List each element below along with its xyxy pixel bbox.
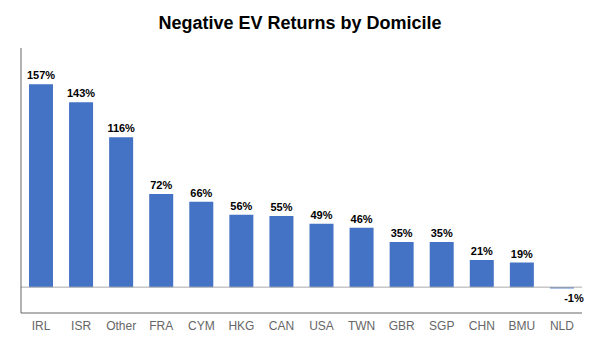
svg-text:GBR: GBR	[389, 319, 415, 333]
svg-text:CHN: CHN	[469, 319, 495, 333]
svg-text:66%: 66%	[190, 187, 212, 199]
svg-text:FRA: FRA	[149, 319, 173, 333]
svg-text:IRL: IRL	[32, 319, 51, 333]
svg-text:-1%: -1%	[564, 292, 584, 304]
html-text:Negative EV Returns by Domicil: Negative EV Returns by Domicile	[158, 13, 442, 33]
svg-text:19%: 19%	[511, 248, 533, 260]
svg-text:56%: 56%	[230, 200, 252, 212]
svg-text:35%: 35%	[431, 227, 453, 239]
svg-text:NLD: NLD	[550, 319, 574, 333]
svg-text:143%: 143%	[67, 87, 95, 99]
svg-text:SGP: SGP	[429, 319, 454, 333]
svg-text:72%: 72%	[150, 179, 172, 191]
svg-text:116%: 116%	[107, 122, 135, 134]
svg-text:46%: 46%	[351, 213, 373, 225]
svg-text:55%: 55%	[270, 201, 292, 213]
svg-text:Other: Other	[106, 319, 136, 333]
svg-text:21%: 21%	[471, 245, 493, 257]
svg-text:49%: 49%	[310, 209, 332, 221]
svg-text:BMU: BMU	[509, 319, 536, 333]
svg-text:HKG: HKG	[228, 319, 254, 333]
svg-text:USA: USA	[309, 319, 334, 333]
svg-text:CAN: CAN	[269, 319, 294, 333]
svg-text:ISR: ISR	[71, 319, 91, 333]
svg-text:CYM: CYM	[188, 319, 215, 333]
svg-text:35%: 35%	[391, 227, 413, 239]
svg-text:157%: 157%	[27, 69, 55, 81]
svg-text:TWN: TWN	[348, 319, 375, 333]
